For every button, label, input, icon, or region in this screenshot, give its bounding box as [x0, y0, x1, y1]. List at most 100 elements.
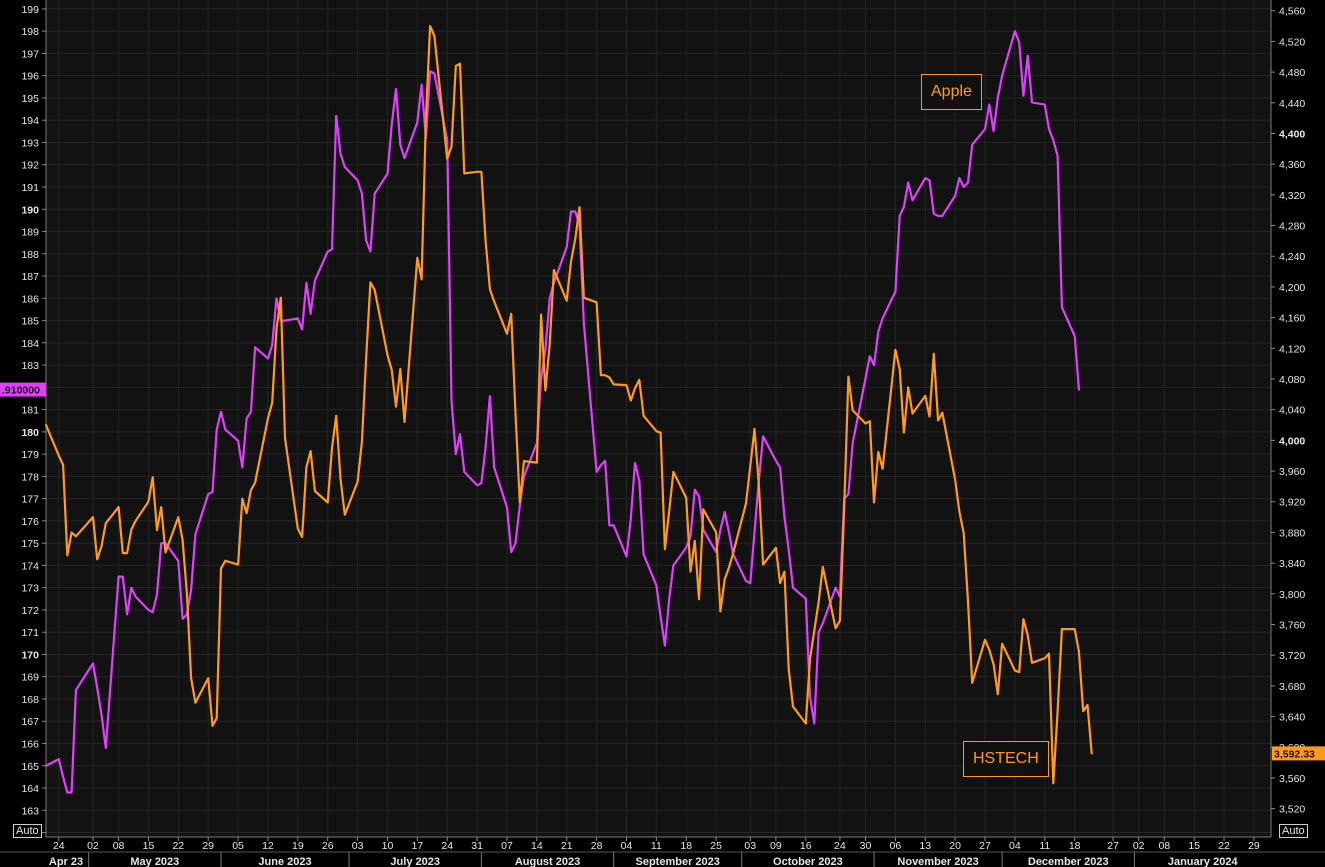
right-tick-label: 4,440 [1279, 98, 1305, 110]
day-tick-label: 29 [202, 840, 214, 852]
left-tick-label: 188 [21, 249, 39, 261]
left-tick-label: 186 [21, 293, 39, 305]
day-tick-label: 13 [919, 840, 931, 852]
day-tick-label: 09 [770, 840, 782, 852]
left-tick-label: 168 [21, 694, 39, 706]
day-tick-label: 18 [680, 840, 692, 852]
right-last-value-tag-bg [1272, 746, 1325, 761]
right-tick-label: 3,960 [1279, 466, 1305, 478]
month-label: January 2024 [1168, 856, 1239, 867]
right-tick-label: 4,240 [1279, 251, 1305, 263]
day-tick-label: 06 [890, 840, 902, 852]
day-tick-label: 20 [949, 840, 961, 852]
day-tick-label: 21 [561, 840, 573, 852]
left-tick-label: 170 [21, 649, 39, 661]
left-tick-label: 167 [21, 716, 39, 728]
left-tick-label: 193 [21, 137, 39, 149]
month-label: May 2023 [130, 856, 179, 867]
right-tick-label: 4,360 [1279, 159, 1305, 171]
day-tick-label: 19 [292, 840, 304, 852]
plot-area [46, 0, 1271, 837]
day-tick-label: 22 [1218, 840, 1230, 852]
right-tick-label: 3,560 [1279, 773, 1305, 785]
day-tick-label: 24 [441, 840, 453, 852]
left-last-value-tag-bg [0, 382, 46, 397]
month-label: July 2023 [390, 856, 440, 867]
day-tick-label: 29 [1248, 840, 1260, 852]
left-tick-label: 191 [21, 182, 39, 194]
day-tick-label: 26 [322, 840, 334, 852]
right-tick-label: 4,040 [1279, 405, 1305, 417]
series-line-hstech [44, 25, 1093, 785]
day-tick-label: 24 [53, 840, 65, 852]
right-tick-label: 4,160 [1279, 313, 1305, 325]
day-tick-label: 05 [232, 840, 244, 852]
right-auto-label: Auto [1282, 825, 1305, 837]
month-label: October 2023 [773, 856, 843, 867]
left-tick-label: 190 [21, 204, 39, 216]
day-tick-label: 07 [501, 840, 513, 852]
left-tick-label: 198 [21, 26, 39, 38]
left-tick-label: 176 [21, 516, 39, 528]
day-tick-label: 28 [591, 840, 603, 852]
day-tick-label: 02 [1133, 840, 1145, 852]
day-tick-label: 16 [800, 840, 812, 852]
right-tick-label: 3,640 [1279, 712, 1305, 724]
series-line-apple [44, 30, 1081, 794]
right-tick-label: 4,480 [1279, 67, 1305, 79]
day-tick-label: 04 [621, 840, 633, 852]
left-tick-label: 192 [21, 160, 39, 172]
month-label: June 2023 [258, 856, 311, 867]
day-tick-label: 12 [262, 840, 274, 852]
day-tick-label: 24 [834, 840, 846, 852]
left-tick-label: 189 [21, 227, 39, 239]
left-tick-label: 181 [21, 405, 39, 417]
day-tick-label: 22 [172, 840, 184, 852]
right-tick-label: 3,680 [1279, 681, 1305, 693]
day-tick-label: 11 [1039, 840, 1050, 852]
left-price-axis: 199 198 197 196 195 194 193 192 191 190 189 188 187 1… [21, 0, 47, 840]
left-tick-label: 171 [21, 627, 39, 639]
left-axis-auto-button[interactable]: Auto [13, 824, 42, 838]
left-tick-label: 185 [21, 316, 39, 328]
annotation-hstech-label: HSTECH [973, 750, 1039, 767]
left-tick-label: 164 [21, 783, 39, 795]
left-tick-label: 175 [21, 538, 39, 550]
day-tick-label: 04 [1009, 840, 1021, 852]
left-tick-label: 195 [21, 93, 39, 105]
left-tick-label: 166 [21, 739, 39, 751]
left-tick-label: 178 [21, 471, 39, 483]
day-tick-label: 03 [744, 840, 756, 852]
left-tick-label: 169 [21, 672, 39, 684]
month-label: Apr 23 [49, 856, 83, 867]
left-tick-label: 174 [21, 560, 39, 572]
right-tick-label: 4,520 [1279, 36, 1305, 48]
last-value-tags: .910000 3,592.33 [0, 382, 1325, 761]
left-tick-label: 173 [21, 583, 39, 595]
left-last-value-tag: .910000 [2, 385, 40, 397]
right-tick-label: 4,200 [1279, 282, 1305, 294]
right-tick-label: 3,520 [1279, 804, 1305, 816]
day-tick-label: 03 [352, 840, 364, 852]
day-tick-label: 15 [143, 840, 155, 852]
day-tick-label: 02 [87, 840, 99, 852]
time-axis: 24 02 08 15 22 29 05 12 19 26 03 10 17 24 31 07 14 21 28 04… [0, 836, 1325, 867]
day-tick-label: 17 [411, 840, 423, 852]
month-label: December 2023 [1028, 856, 1109, 867]
day-tick-label: 14 [531, 840, 543, 852]
day-tick-label: 25 [710, 840, 722, 852]
right-tick-label: 4,000 [1279, 435, 1305, 447]
right-tick-label: 4,080 [1279, 374, 1305, 386]
left-tick-label: 184 [21, 338, 39, 350]
day-tick-label: 08 [113, 840, 125, 852]
right-axis-auto-button[interactable]: Auto [1279, 824, 1308, 838]
month-label: September 2023 [636, 856, 720, 867]
series-lines [44, 25, 1093, 794]
day-tick-label: 27 [1107, 840, 1119, 852]
annotation-hstech: HSTECH [963, 741, 1049, 777]
left-auto-label: Auto [16, 825, 39, 837]
right-tick-label: 3,720 [1279, 650, 1305, 662]
right-tick-label: 3,880 [1279, 527, 1305, 539]
gridlines [46, 0, 1271, 837]
